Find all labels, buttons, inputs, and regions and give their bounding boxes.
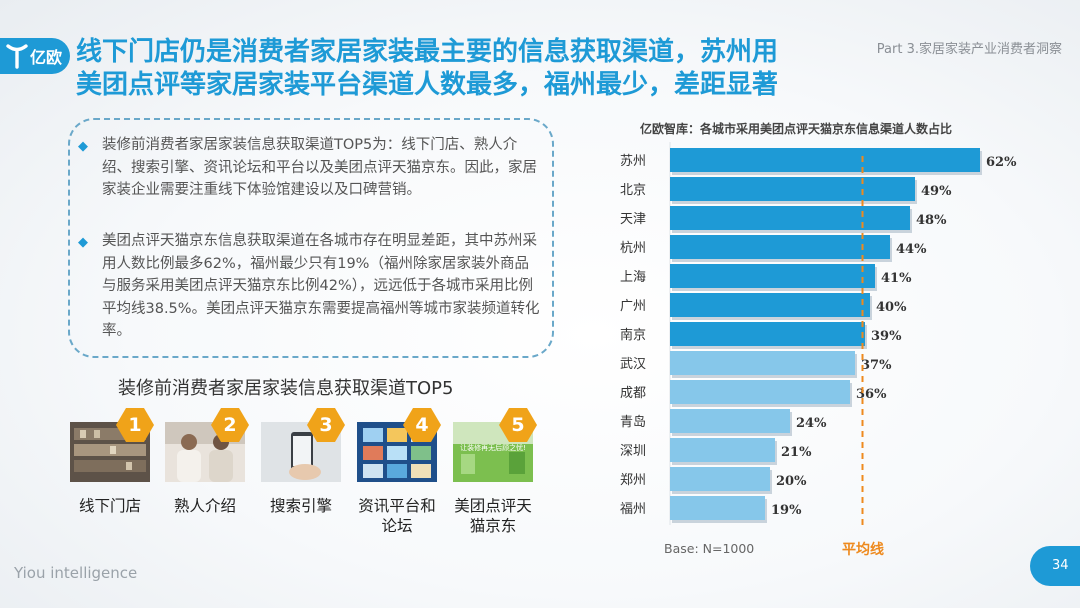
channels-subtitle: 装修前消费者家居家装信息获取渠道TOP5 [118, 378, 454, 399]
data-label: 19% [771, 503, 802, 518]
category-label: 深圳 [620, 444, 646, 459]
category-label: 上海 [620, 270, 646, 285]
bar-chart: 苏州 62% 北京 49% 天津 48% 杭州 44% 上海 41% 广州 40% 南京 39% 武汉 37%… [620, 142, 1017, 530]
summary-box: ◆ 装修前消费者家居家装信息获取渠道TOP5为：线下门店、熟人介绍、搜索引擎、资… [68, 118, 554, 358]
category-label: 苏州 [620, 153, 646, 169]
rank-badge: 3 [307, 408, 345, 442]
diamond-bullet-icon: ◆ [78, 139, 88, 154]
summary-bullet-2-text: 美团点评天猫京东信息获取渠道在各城市存在明显差距，其中苏州采用人数比例最多62%… [102, 233, 540, 339]
channel-label: 线下门店 [78, 497, 141, 515]
channel-label: 资讯平台和论坛 [358, 497, 436, 535]
bar [670, 177, 915, 201]
logo: 亿欧 [0, 38, 70, 74]
base-note: Base: N=1000 [664, 541, 755, 556]
page-title-line1: 线下门店仍是消费者家居家装最主要的信息获取渠道，苏州用 [76, 37, 779, 67]
footer-brand: Yiou intelligence [14, 564, 138, 582]
category-label: 福州 [620, 502, 646, 517]
category-label: 南京 [620, 327, 646, 343]
data-label: 62% [986, 155, 1017, 170]
data-label: 44% [896, 242, 927, 257]
data-label: 40% [876, 300, 907, 315]
data-label: 48% [916, 213, 947, 228]
bar [670, 409, 790, 433]
page-title: 线下门店仍是消费者家居家装最主要的信息获取渠道，苏州用 美团点评等家居家装平台渠… [76, 36, 836, 102]
category-label: 天津 [620, 212, 646, 227]
logo-y-icon [6, 44, 28, 69]
page-number: 34 [1030, 546, 1080, 586]
category-label: 杭州 [620, 241, 646, 256]
diamond-bullet-icon: ◆ [78, 235, 88, 250]
rank-badge: 4 [403, 408, 441, 442]
bar [670, 264, 875, 288]
category-label: 武汉 [620, 357, 646, 372]
bar [670, 438, 775, 462]
channel-label: 熟人介绍 [173, 497, 236, 515]
category-label: 青岛 [620, 414, 646, 430]
ad-banner-text: 让装修再无后顾之忧! [460, 443, 526, 452]
summary-bullet-1-text: 装修前消费者家居家装信息获取渠道TOP5为：线下门店、熟人介绍、搜索引擎、资讯论… [102, 137, 537, 198]
channel-label: 搜索引擎 [269, 497, 332, 515]
bar [670, 380, 850, 404]
bar [670, 467, 770, 491]
data-label: 49% [921, 184, 952, 199]
data-label: 41% [881, 271, 912, 286]
data-label: 39% [871, 329, 902, 344]
rank-badge: 2 [211, 408, 249, 442]
data-label: 37% [861, 358, 892, 373]
bar [670, 206, 910, 230]
logo-text: 亿欧 [30, 48, 63, 67]
bar [670, 322, 865, 346]
bar [670, 351, 855, 375]
rank-badge: 5 [499, 408, 537, 442]
summary-bullet-2: ◆ 美团点评天猫京东信息获取渠道在各城市存在明显差距，其中苏州采用人数比例最多6… [78, 230, 540, 343]
page-title-line2: 美团点评等家居家装平台渠道人数最多，福州最少，差距显著 [76, 70, 779, 100]
section-label: Part 3.家居家装产业消费者洞察 [876, 42, 1062, 57]
data-label: 36% [856, 387, 887, 402]
summary-bullet-1: ◆ 装修前消费者家居家装信息获取渠道TOP5为：线下门店、熟人介绍、搜索引擎、资… [78, 134, 540, 202]
average-line-label: 平均线 [842, 542, 884, 558]
bar [670, 235, 890, 259]
category-label: 郑州 [620, 473, 646, 488]
category-label: 成都 [620, 386, 646, 401]
data-label: 20% [776, 474, 807, 489]
category-label: 广州 [620, 299, 646, 314]
rank-badge: 1 [116, 408, 154, 442]
channel-label: 美团点评天猫京东 [454, 497, 532, 535]
data-label: 24% [796, 416, 827, 431]
bar [670, 293, 870, 317]
category-label: 北京 [620, 183, 646, 198]
bar [670, 496, 765, 520]
bar [670, 148, 980, 172]
chart-title: 亿欧智库：各城市采用美团点评天猫京东信息渠道人数占比 [640, 122, 953, 136]
data-label: 21% [781, 445, 812, 460]
